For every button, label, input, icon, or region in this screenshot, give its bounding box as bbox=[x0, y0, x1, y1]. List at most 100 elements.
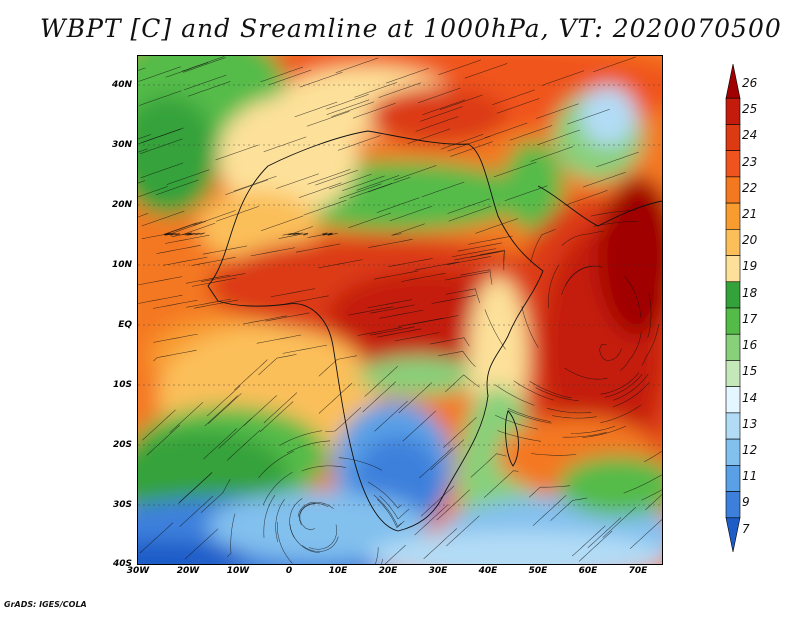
streamline bbox=[535, 387, 579, 401]
streamline bbox=[430, 439, 465, 471]
streamline bbox=[419, 447, 453, 479]
streamline bbox=[414, 261, 460, 271]
streamline bbox=[529, 381, 572, 399]
streamline bbox=[168, 221, 207, 235]
streamline bbox=[528, 485, 571, 498]
streamline bbox=[163, 222, 198, 236]
streamline bbox=[436, 489, 471, 521]
streamline bbox=[179, 495, 214, 527]
streamline bbox=[338, 457, 382, 471]
streamline bbox=[162, 256, 208, 266]
streamline bbox=[600, 404, 642, 423]
streamline bbox=[165, 234, 210, 244]
streamline bbox=[328, 173, 372, 190]
streamline bbox=[381, 544, 406, 564]
streamline bbox=[335, 57, 379, 73]
streamline bbox=[440, 134, 484, 150]
streamline bbox=[389, 205, 433, 222]
streamline bbox=[206, 385, 241, 417]
streamline bbox=[153, 349, 197, 362]
streamline bbox=[600, 372, 640, 395]
colorbar-swatch bbox=[725, 124, 741, 151]
colorbar-label: 12 bbox=[742, 443, 758, 458]
streamline bbox=[567, 109, 610, 125]
streamline bbox=[572, 525, 606, 557]
colorbar-label: 14 bbox=[742, 390, 758, 405]
streamline bbox=[578, 530, 613, 562]
streamline bbox=[138, 294, 183, 304]
streamline bbox=[376, 498, 405, 529]
colorbar-swatch bbox=[725, 307, 741, 335]
streamline bbox=[443, 416, 477, 448]
streamline bbox=[469, 250, 505, 261]
streamline bbox=[298, 182, 342, 198]
streamline bbox=[570, 425, 616, 434]
streamline bbox=[307, 169, 351, 185]
colorbar-swatch bbox=[725, 63, 741, 99]
streamline bbox=[562, 431, 608, 438]
streamline bbox=[582, 425, 627, 438]
streamline bbox=[393, 165, 437, 181]
streamline bbox=[509, 125, 553, 141]
streamline bbox=[484, 309, 506, 350]
streamline bbox=[286, 440, 331, 454]
streamline bbox=[421, 181, 465, 198]
streamline bbox=[446, 256, 492, 265]
lon-tick-label: 30E bbox=[428, 566, 448, 576]
streamline bbox=[422, 99, 466, 115]
streamline bbox=[299, 503, 329, 525]
streamline bbox=[184, 528, 219, 560]
streamline bbox=[378, 82, 422, 98]
lat-tick-label: 40S bbox=[112, 559, 132, 569]
streamline bbox=[423, 528, 457, 560]
streamline bbox=[418, 87, 461, 104]
colorbar-label: 21 bbox=[742, 207, 758, 222]
streamline bbox=[265, 312, 310, 322]
streamline bbox=[401, 273, 446, 282]
temperature-field bbox=[138, 56, 662, 564]
map-panel bbox=[137, 55, 663, 565]
streamline bbox=[532, 495, 567, 526]
streamline bbox=[138, 90, 182, 106]
streamline bbox=[153, 299, 198, 309]
streamline bbox=[367, 299, 412, 309]
streamline bbox=[612, 381, 650, 408]
streamline bbox=[297, 501, 334, 518]
streamline bbox=[373, 494, 402, 527]
lon-tick-label: 20W bbox=[176, 566, 200, 576]
streamline bbox=[593, 56, 636, 73]
streamline bbox=[362, 381, 397, 413]
colorbar-label: 11 bbox=[742, 469, 758, 484]
streamline bbox=[284, 295, 329, 305]
streamline bbox=[537, 129, 580, 146]
streamline bbox=[299, 71, 343, 88]
lon-tick-label: 40E bbox=[478, 566, 498, 576]
streamline bbox=[299, 503, 316, 531]
streamline bbox=[153, 333, 198, 343]
streamline bbox=[531, 453, 577, 456]
streamline bbox=[647, 293, 652, 338]
streamline bbox=[391, 223, 425, 236]
streamline bbox=[357, 327, 402, 336]
streamline bbox=[295, 243, 341, 253]
streamline bbox=[374, 547, 379, 564]
colorbar-swatch bbox=[725, 386, 741, 414]
streamline bbox=[565, 190, 608, 206]
streamline bbox=[494, 384, 535, 406]
lat-tick-label: 20N bbox=[111, 200, 132, 210]
streamline bbox=[138, 66, 181, 82]
streamline bbox=[530, 229, 556, 263]
colorbar-swatch bbox=[725, 465, 741, 492]
streamline bbox=[138, 128, 181, 145]
streamline bbox=[208, 393, 242, 425]
streamline bbox=[379, 309, 424, 319]
streamline bbox=[331, 101, 375, 117]
streamline bbox=[156, 245, 201, 254]
streamline bbox=[204, 395, 238, 427]
streamline bbox=[178, 472, 212, 504]
streamline bbox=[259, 401, 294, 433]
streamline bbox=[194, 299, 239, 309]
lat-tick-label: 30N bbox=[111, 140, 132, 150]
streamline bbox=[326, 99, 370, 115]
streamline bbox=[493, 161, 537, 178]
